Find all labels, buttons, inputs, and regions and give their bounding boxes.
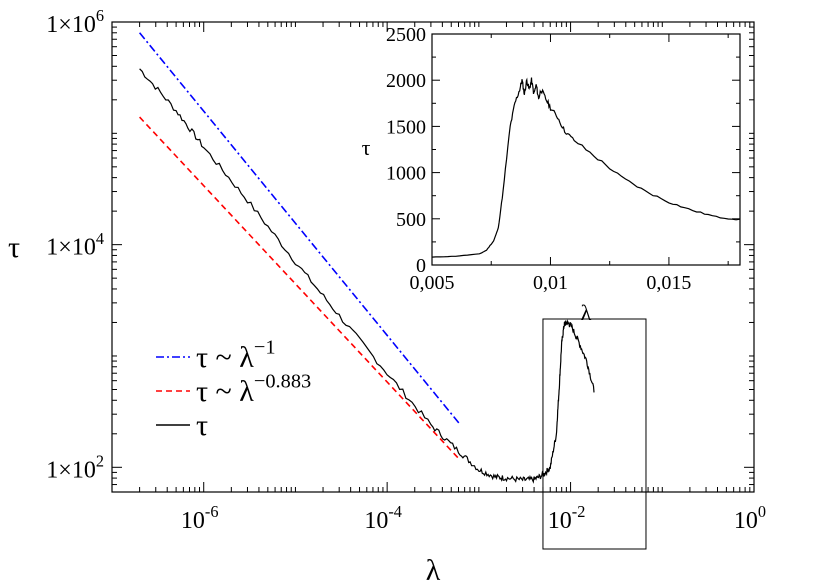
inset-y-tick-label: 2000: [386, 70, 426, 92]
legend-label-2-base: τ: [196, 409, 208, 442]
inset-plot: 0 500 1000 1500 2000 2500 0,005 0,01 0,015 λ τ: [362, 24, 741, 325]
inset-y-tick-label: 500: [396, 209, 426, 231]
zoom-box: [542, 318, 647, 550]
y-tick-label-base: 1×10: [46, 457, 96, 483]
x-tick-label-exponent: -4: [388, 502, 402, 521]
y-tick-label-base: 1×10: [46, 12, 96, 38]
series-line-0: [138, 32, 462, 426]
x-axis-label: λ: [426, 554, 441, 587]
y-tick-label: 1×106: [46, 6, 104, 38]
y-tick-label-exponent: 2: [96, 452, 104, 471]
x-tick-label: 10-6: [181, 502, 219, 534]
inset-x-tick-label: 0,015: [646, 272, 691, 294]
x-tick-label: 10-4: [364, 502, 402, 534]
inset-x-tick-label: 0,005: [410, 272, 455, 294]
legend-label-1: τ ~ λ−0.883: [196, 371, 311, 409]
y-tick-label: 1×102: [46, 452, 104, 484]
legend-label-0: τ ~ λ−1: [196, 337, 276, 375]
inset-x-axis-label: λ: [581, 300, 592, 325]
y-axis-label: τ: [8, 231, 20, 264]
x-tick-label: 10-2: [548, 502, 586, 534]
y-tick-label: 1×104: [46, 229, 104, 261]
x-tick-label-exponent: -2: [572, 502, 586, 521]
legend-label-0-base: τ ~ λ: [196, 341, 254, 374]
x-tick-label-base: 10: [548, 508, 572, 534]
legend-label-1-base: τ ~ λ: [196, 375, 254, 408]
legend-label-2: τ: [196, 409, 208, 442]
x-tick-label-exponent: 0: [758, 502, 766, 521]
inset-y-tick-label: 1500: [386, 116, 426, 138]
x-tick-label-base: 10: [181, 508, 205, 534]
inset-y-tick-label: 1000: [386, 163, 426, 185]
y-tick-label-base: 1×10: [46, 235, 96, 261]
series-line-1: [139, 116, 462, 462]
x-tick-label-exponent: -6: [205, 502, 219, 521]
legend-label-0-exponent: −1: [254, 337, 276, 359]
x-tick-label-base: 10: [364, 508, 388, 534]
x-tick-label-base: 10: [734, 508, 758, 534]
inset-y-tick-label: 2500: [386, 24, 426, 46]
inset-y-axis-label: τ: [362, 135, 371, 160]
series-line-2: [139, 68, 595, 484]
inset-y-tick-label: 0: [416, 255, 426, 277]
x-tick-label: 100: [734, 502, 766, 534]
y-tick-label-exponent: 6: [96, 6, 104, 25]
main-plot-frame: [111, 21, 755, 493]
y-tick-label-exponent: 4: [96, 229, 104, 248]
inset-series-line-0: [431, 77, 741, 258]
legend-label-1-exponent: −0.883: [254, 371, 311, 393]
inset-x-tick-label: 0,01: [533, 272, 568, 294]
